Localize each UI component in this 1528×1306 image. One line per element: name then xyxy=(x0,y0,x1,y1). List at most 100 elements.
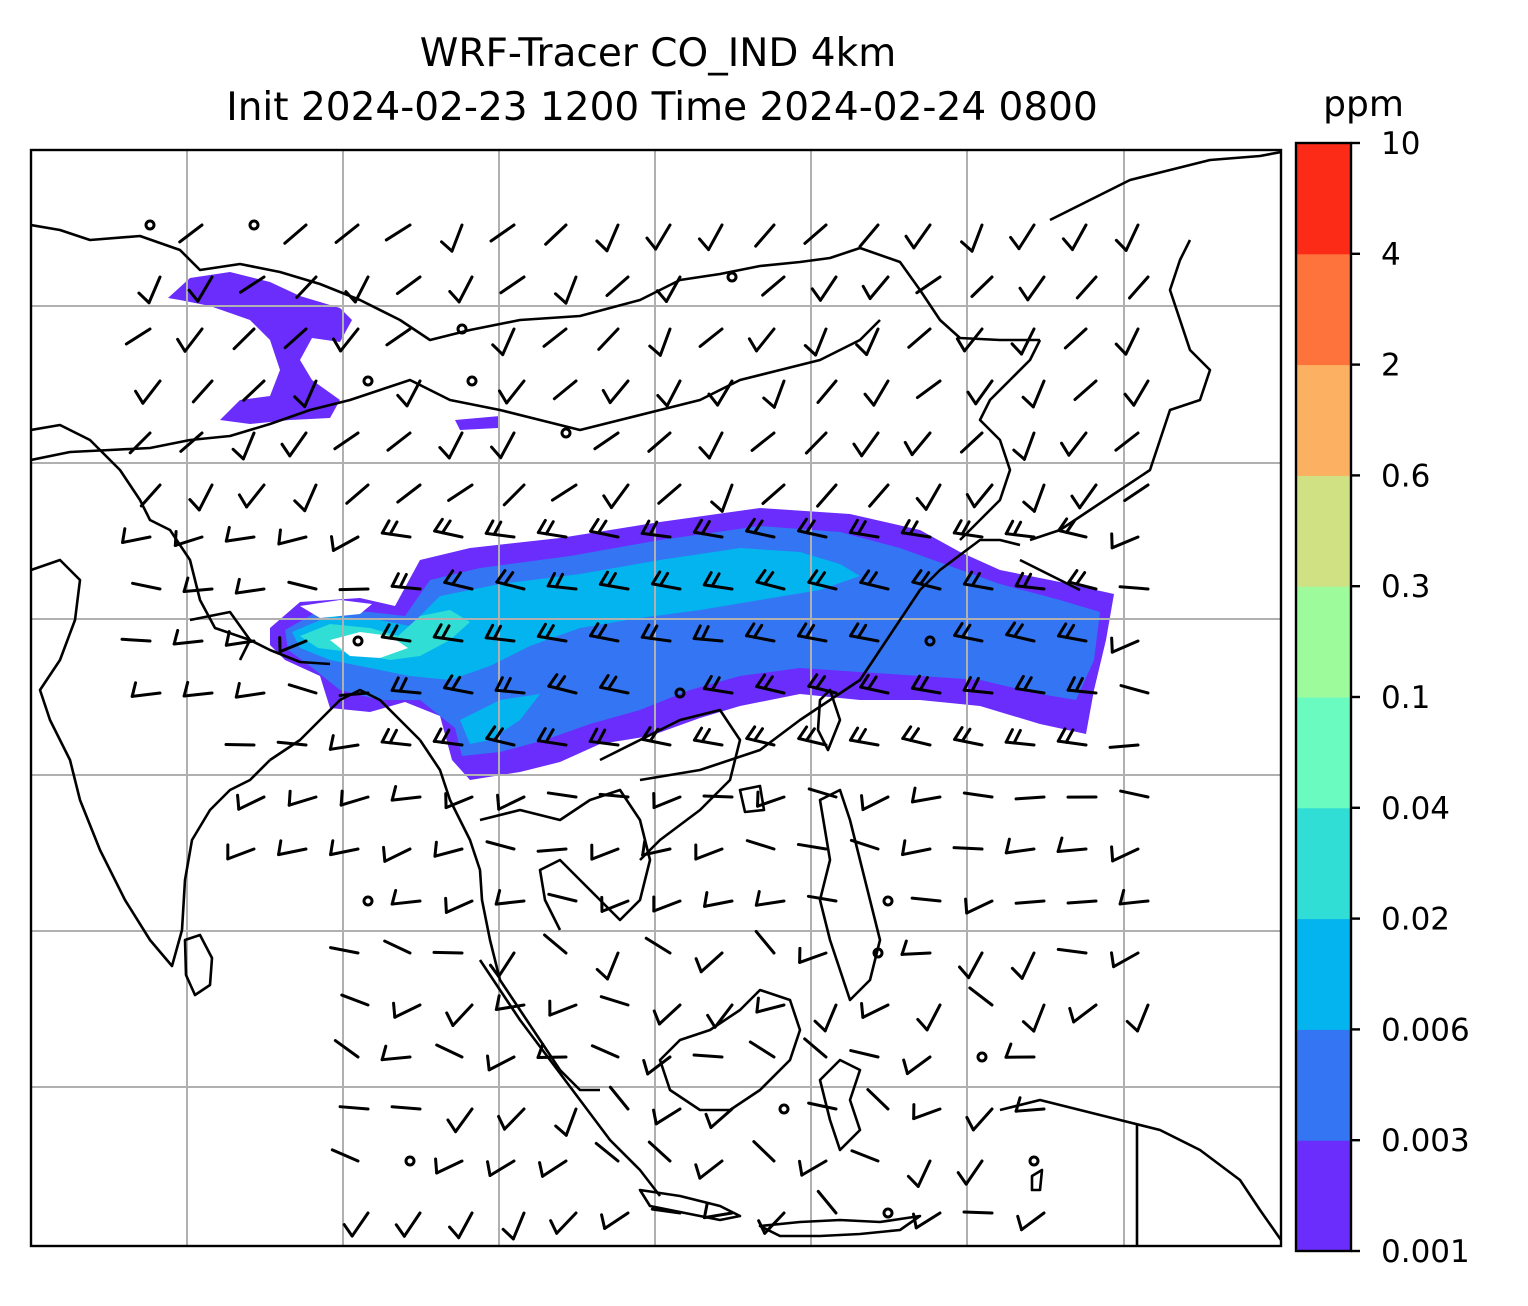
wind-barb xyxy=(797,517,808,533)
coastline-japan-b xyxy=(1019,558,1081,592)
wind-barb xyxy=(287,580,318,591)
wind-barb xyxy=(544,520,555,536)
wind-barb xyxy=(601,388,612,405)
wind-barb xyxy=(761,483,786,505)
wind-barb xyxy=(901,725,913,740)
wind-barb xyxy=(590,1044,620,1059)
wind-barb xyxy=(277,839,283,857)
wind-barb xyxy=(652,899,682,913)
plume-level-0001-north xyxy=(168,272,352,424)
wind-barb xyxy=(287,795,318,807)
wind-barb xyxy=(503,1107,526,1131)
colorbar-tick-label: 0.1 xyxy=(1381,680,1430,716)
wind-barb xyxy=(182,587,214,594)
wind-barb xyxy=(494,994,501,1011)
wind-barb xyxy=(912,1212,918,1230)
wind-barb xyxy=(867,571,878,586)
wind-barb xyxy=(544,728,555,744)
wind-barb xyxy=(1070,223,1088,252)
wind-barb xyxy=(1056,634,1088,643)
wind-barb xyxy=(848,622,860,638)
wind-barb xyxy=(328,734,335,751)
wind-barb xyxy=(495,580,526,591)
coastline-china xyxy=(639,538,1021,782)
wind-barb xyxy=(1110,535,1140,550)
wind-barb xyxy=(554,292,568,305)
wind-barb xyxy=(713,1003,734,1029)
wind-barb xyxy=(547,684,578,695)
wind-barb xyxy=(644,936,672,955)
wind-barb xyxy=(866,1088,890,1111)
coastline-northeast xyxy=(1049,150,1281,222)
wind-barb xyxy=(640,519,651,535)
wind-barb xyxy=(698,446,711,460)
wind-barb xyxy=(1118,888,1126,906)
wind-barb xyxy=(594,1141,620,1163)
wind-barb xyxy=(239,275,266,294)
wind-barb xyxy=(505,379,526,405)
calm-wind-circle xyxy=(560,427,572,439)
wind-barb xyxy=(1014,795,1046,801)
wind-barb xyxy=(241,431,256,461)
wind-barb xyxy=(450,223,464,253)
wind-barb xyxy=(564,1107,578,1137)
coastline-india xyxy=(31,558,271,968)
wind-barb xyxy=(546,571,557,588)
wind-barb xyxy=(383,939,412,955)
wind-barb xyxy=(183,327,204,353)
wind-barb xyxy=(1110,951,1116,969)
colorbar-swatch xyxy=(1296,1140,1351,1252)
wind-barb xyxy=(497,795,526,811)
wind-barb xyxy=(485,840,516,851)
wind-barb xyxy=(1056,727,1067,743)
wind-barb xyxy=(484,636,516,643)
wind-barb xyxy=(1057,517,1069,532)
wind-barb xyxy=(447,431,464,460)
wind-barb xyxy=(303,379,318,409)
wind-barb xyxy=(434,1157,439,1175)
wind-barb xyxy=(173,530,178,547)
wind-barb xyxy=(848,634,880,643)
wind-barb xyxy=(1110,845,1115,863)
wind-barb xyxy=(1060,441,1071,457)
wind-barb xyxy=(1070,494,1082,510)
wind-barb xyxy=(236,793,241,811)
wind-barb xyxy=(602,494,613,510)
wind-barb xyxy=(803,223,828,245)
wind-barb xyxy=(172,639,204,646)
wind-barb xyxy=(536,1042,545,1059)
wind-barb xyxy=(796,622,808,638)
border-nepal xyxy=(189,610,252,661)
wind-barb xyxy=(536,727,547,743)
wind-barb xyxy=(1056,739,1088,747)
wind-barb xyxy=(390,889,398,906)
wind-barb xyxy=(596,519,608,535)
wind-barb xyxy=(665,379,682,408)
wind-barb xyxy=(353,275,370,304)
wind-barb xyxy=(647,1140,672,1163)
calm-wind-circle xyxy=(872,947,884,959)
wind-barb xyxy=(226,847,256,861)
wind-barb xyxy=(1118,585,1150,591)
wind-barb xyxy=(339,327,360,353)
wind-barb xyxy=(900,519,911,535)
colorbar-tick-label: 4 xyxy=(1381,237,1401,273)
wind-barb xyxy=(237,493,249,509)
wind-barb xyxy=(176,337,187,353)
wind-barb xyxy=(860,794,865,812)
wind-barb xyxy=(755,569,767,584)
wind-barb xyxy=(703,899,734,908)
wind-barb xyxy=(503,571,515,586)
wind-barb xyxy=(755,327,776,353)
colorbar-tick-label: 0.006 xyxy=(1381,1012,1470,1048)
wind-barb xyxy=(753,727,764,742)
wind-barb xyxy=(440,624,451,640)
wind-barb xyxy=(962,676,972,692)
wind-barb xyxy=(823,1003,838,1033)
coastline-vietnam xyxy=(599,708,742,861)
wind-barb xyxy=(492,624,503,641)
wind-barb xyxy=(390,899,422,906)
wind-barb xyxy=(444,899,474,914)
wind-barb xyxy=(968,986,994,1007)
wind-barb xyxy=(442,686,474,695)
